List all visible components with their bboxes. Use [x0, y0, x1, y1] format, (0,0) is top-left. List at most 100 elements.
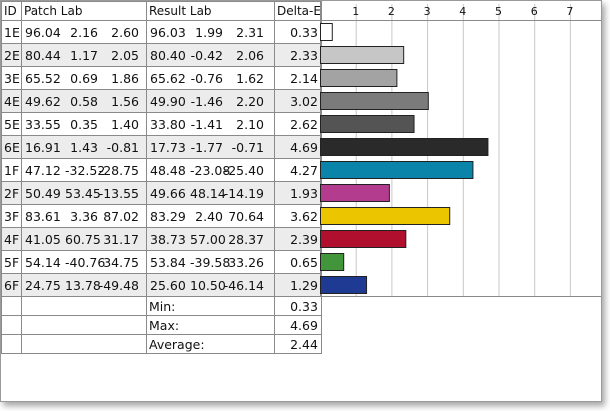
patch-lab-l-value: 41.05: [25, 231, 61, 247]
patch-lab-cell: 50.49 53.45-13.55: [21, 181, 147, 205]
patch-lab-l-value: 54.14: [25, 254, 61, 270]
delta-e-report-panel: ID Patch Lab Result Lab Delta-E 1E 96.04 2…: [0, 0, 602, 402]
patch-lab-b-value: 1.56: [111, 93, 139, 109]
bar-2e: [320, 46, 405, 64]
result-lab-l-value: 49.66: [150, 185, 186, 201]
result-lab-l-value: 25.60: [150, 277, 186, 293]
result-lab-a-value: 10.50: [190, 277, 226, 293]
result-lab-b-value: 2.06: [236, 47, 264, 63]
delta-e-bar-chart: 1 2 3 4 5 6 7: [320, 1, 601, 297]
result-lab-b-value: 70.64: [228, 208, 264, 224]
table-row: 1F 47.12 -32.52-28.75 48.48 -23.08-25.40 4.27: [1, 158, 322, 182]
delta-e-cell: 0.33: [274, 20, 322, 44]
empty-cell: [21, 296, 147, 316]
result-lab-l-value: 49.90: [150, 93, 186, 109]
patch-id-cell: 5F: [1, 250, 22, 274]
result-lab-a-value: -0.76: [190, 70, 223, 86]
result-lab-a-value: -1.46: [190, 93, 223, 109]
patch-lab-cell: 41.05 60.75 31.17: [21, 227, 147, 251]
result-lab-a-value: -0.42: [190, 47, 223, 63]
patch-lab-a-value: 1.43: [70, 139, 98, 155]
result-lab-b-value: -0.71: [231, 139, 264, 155]
result-lab-b-value: 2.10: [236, 116, 264, 132]
patch-lab-cell: 65.52 0.69 1.86: [21, 66, 147, 90]
delta-e-cell: 1.29: [274, 273, 322, 297]
bar-1f: [320, 161, 474, 179]
delta-e-cell: 4.27: [274, 158, 322, 182]
patch-lab-cell: 24.75 13.78-49.48: [21, 273, 147, 297]
result-lab-cell: 49.90 -1.46 2.20: [146, 89, 275, 113]
patch-id-cell: 4F: [1, 227, 22, 251]
patch-id-cell: 2E: [1, 43, 22, 67]
result-lab-l-value: 38.73: [150, 231, 186, 247]
result-lab-l-value: 83.29: [150, 208, 186, 224]
patch-lab-b-value: 87.02: [103, 208, 139, 224]
patch-id-cell: 3E: [1, 66, 22, 90]
summary-row: Average: 2.44: [1, 334, 322, 354]
result-lab-cell: 48.48 -23.08-25.40: [146, 158, 275, 182]
delta-e-cell: 4.69: [274, 135, 322, 159]
result-lab-cell: 83.29 2.40 70.64: [146, 204, 275, 228]
patch-lab-a-value: 2.16: [70, 24, 98, 40]
result-lab-b-value: 33.26: [228, 254, 264, 270]
summary-label: Average:: [146, 334, 275, 354]
patch-lab-b-value: 34.75: [103, 254, 139, 270]
delta-e-cell: 3.62: [274, 204, 322, 228]
result-lab-l-value: 33.80: [150, 116, 186, 132]
x-tick-label: 7: [566, 5, 573, 18]
patch-lab-b-value: 1.40: [111, 116, 139, 132]
result-lab-cell: 17.73 -1.77 -0.71: [146, 135, 275, 159]
result-lab-cell: 65.62 -0.76 1.62: [146, 66, 275, 90]
x-tick-label: 3: [424, 5, 431, 18]
patch-lab-b-value: 31.17: [103, 231, 139, 247]
result-lab-cell: 96.03 1.99 2.31: [146, 20, 275, 44]
table-row: 3E 65.52 0.69 1.86 65.62 -0.76 1.62 2.14: [1, 66, 322, 90]
color-patch-table: ID Patch Lab Result Lab Delta-E 1E 96.04 2…: [1, 1, 322, 354]
empty-cell: [1, 315, 22, 335]
table-row: 3F 83.61 3.36 87.02 83.29 2.40 70.64 3.62: [1, 204, 322, 228]
bar-6f: [320, 276, 368, 294]
result-lab-a-value: -1.77: [190, 139, 223, 155]
result-lab-b-value: -25.40: [223, 162, 264, 178]
patch-id-cell: 6F: [1, 273, 22, 297]
table-row: 6E 16.91 1.43 -0.81 17.73 -1.77 -0.71 4.69: [1, 135, 322, 159]
patch-id-cell: 3F: [1, 204, 22, 228]
result-lab-b-value: 2.31: [236, 24, 264, 40]
empty-cell: [1, 296, 22, 316]
x-tick-label: 4: [459, 5, 466, 18]
patch-lab-l-value: 50.49: [25, 185, 61, 201]
summary-value: 0.33: [274, 296, 322, 316]
patch-lab-cell: 47.12 -32.52-28.75: [21, 158, 147, 182]
result-lab-l-value: 17.73: [150, 139, 186, 155]
result-lab-cell: 33.80 -1.41 2.10: [146, 112, 275, 136]
patch-lab-b-value: 2.05: [111, 47, 139, 63]
summary-label: Min:: [146, 296, 275, 316]
patch-lab-a-value: -40.76: [65, 254, 106, 270]
table-row: 5E 33.55 0.35 1.40 33.80 -1.41 2.10 2.62: [1, 112, 322, 136]
patch-lab-l-value: 80.44: [25, 47, 61, 63]
result-lab-l-value: 53.84: [150, 254, 186, 270]
patch-lab-l-value: 16.91: [25, 139, 61, 155]
empty-cell: [1, 334, 22, 354]
delta-e-cell: 0.65: [274, 250, 322, 274]
patch-lab-a-value: 1.17: [70, 47, 98, 63]
table-row: 2E 80.44 1.17 2.05 80.40 -0.42 2.06 2.33: [1, 43, 322, 67]
result-lab-l-value: 80.40: [150, 47, 186, 63]
patch-lab-cell: 80.44 1.17 2.05: [21, 43, 147, 67]
patch-lab-cell: 54.14 -40.7634.75: [21, 250, 147, 274]
patch-lab-b-value: -0.81: [106, 139, 139, 155]
patch-lab-a-value: 53.45: [65, 185, 101, 201]
table-row: 4E 49.62 0.58 1.56 49.90 -1.46 2.20 3.02: [1, 89, 322, 113]
table-row: 5F 54.14 -40.7634.75 53.84 -39.5833.26 0.65: [1, 250, 322, 274]
patch-lab-cell: 49.62 0.58 1.56: [21, 89, 147, 113]
patch-lab-a-value: 0.58: [70, 93, 98, 109]
bar-2f: [320, 184, 390, 202]
result-lab-l-value: 96.03: [150, 24, 186, 40]
patch-id-cell: 2F: [1, 181, 22, 205]
result-lab-a-value: 57.00: [190, 231, 226, 247]
patch-lab-l-value: 96.04: [25, 24, 61, 40]
patch-lab-l-value: 49.62: [25, 93, 61, 109]
patch-lab-b-value: 1.86: [111, 70, 139, 86]
result-lab-b-value: 28.37: [228, 231, 264, 247]
bar-5f: [320, 253, 345, 271]
